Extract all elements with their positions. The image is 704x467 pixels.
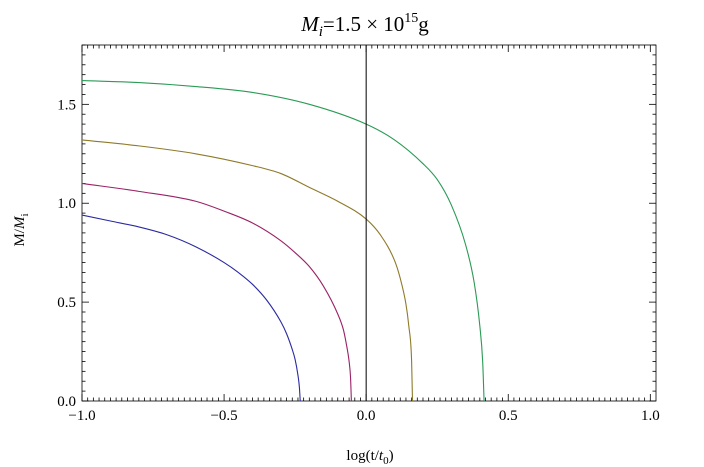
y-tick-label: 1.0 xyxy=(57,196,76,212)
x-axis-label: log(t/t0) xyxy=(346,448,393,467)
y-tick-label: 0.0 xyxy=(57,394,76,410)
xlabel-main: t xyxy=(379,448,384,464)
x-tick-label: 0.5 xyxy=(499,408,518,424)
x-tick-label: 0.0 xyxy=(357,408,376,424)
title-subscript: i xyxy=(319,24,323,40)
ylabel-main: M xyxy=(12,215,28,230)
x-tick-label: −1.0 xyxy=(68,408,95,424)
y-tick-label: 0.5 xyxy=(57,295,76,311)
title-unit: g xyxy=(418,12,429,36)
ylabel-pre: M/ xyxy=(12,228,28,246)
xlabel-pre: log(t/ xyxy=(346,448,379,464)
ticks-group: −1.0 −0.5 0.0 0.5 1.0 0.0 0.5 1.0 1.5 xyxy=(57,44,660,424)
title-rest: =1.5 × 10 xyxy=(323,12,404,36)
series-line-2 xyxy=(81,182,352,402)
plot-frame xyxy=(81,44,657,402)
y-tick-label: 1.5 xyxy=(57,97,76,113)
ylabel-subscript: i xyxy=(19,213,31,216)
x-tick-label: 1.0 xyxy=(641,408,660,424)
title-superscript: 15 xyxy=(404,11,418,26)
chart-title: Mi=1.5 × 1015g xyxy=(300,11,429,40)
xlabel-post: ) xyxy=(389,448,394,464)
series-line-3 xyxy=(81,139,414,402)
xlabel-subscript: 0 xyxy=(383,455,389,467)
y-axis-label: M/Mi xyxy=(12,213,31,246)
title-main: M xyxy=(300,12,320,36)
series-line-4 xyxy=(81,80,485,402)
series-group xyxy=(81,80,485,402)
x-tick-label: −0.5 xyxy=(210,408,237,424)
series-line-1 xyxy=(81,214,301,402)
